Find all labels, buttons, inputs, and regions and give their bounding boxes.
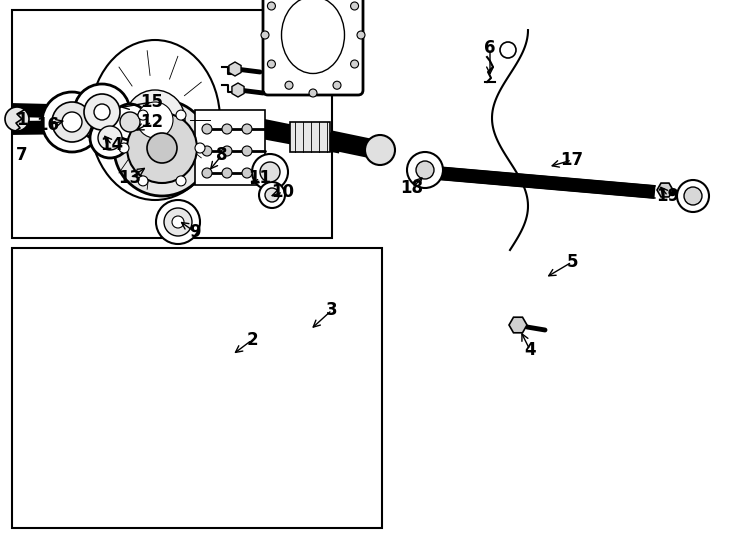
Circle shape bbox=[333, 81, 341, 89]
Circle shape bbox=[202, 146, 212, 156]
Text: 15: 15 bbox=[140, 93, 164, 111]
Circle shape bbox=[222, 168, 232, 178]
Circle shape bbox=[90, 118, 130, 158]
Text: 1: 1 bbox=[16, 111, 28, 129]
Circle shape bbox=[309, 89, 317, 97]
Text: 17: 17 bbox=[561, 151, 584, 169]
Text: 5: 5 bbox=[566, 253, 578, 271]
Circle shape bbox=[684, 187, 702, 205]
Text: 19: 19 bbox=[656, 187, 680, 205]
Circle shape bbox=[260, 162, 280, 182]
Circle shape bbox=[138, 176, 148, 186]
Circle shape bbox=[351, 60, 359, 68]
Text: 6: 6 bbox=[484, 39, 495, 57]
Circle shape bbox=[94, 104, 110, 120]
Circle shape bbox=[222, 124, 232, 134]
Text: 2: 2 bbox=[246, 331, 258, 349]
Circle shape bbox=[137, 102, 173, 138]
Circle shape bbox=[42, 92, 102, 152]
Circle shape bbox=[677, 180, 709, 212]
Circle shape bbox=[285, 81, 293, 89]
Bar bbox=[12, 10, 332, 238]
Circle shape bbox=[62, 112, 82, 132]
Text: 9: 9 bbox=[189, 223, 201, 241]
Circle shape bbox=[357, 31, 365, 39]
Text: 16: 16 bbox=[37, 116, 59, 134]
Text: 18: 18 bbox=[401, 179, 424, 197]
Circle shape bbox=[172, 216, 184, 228]
Text: 12: 12 bbox=[140, 113, 164, 131]
Circle shape bbox=[138, 110, 148, 120]
Circle shape bbox=[164, 208, 192, 236]
Circle shape bbox=[365, 135, 395, 165]
Circle shape bbox=[351, 2, 359, 10]
Circle shape bbox=[265, 188, 279, 202]
Circle shape bbox=[242, 168, 252, 178]
Text: 13: 13 bbox=[118, 169, 142, 187]
Text: 4: 4 bbox=[524, 341, 536, 359]
Circle shape bbox=[222, 146, 232, 156]
Circle shape bbox=[147, 133, 177, 163]
Text: 10: 10 bbox=[272, 183, 294, 201]
Circle shape bbox=[416, 161, 434, 179]
Circle shape bbox=[125, 90, 185, 150]
Bar bbox=[195, 110, 265, 185]
Circle shape bbox=[176, 176, 186, 186]
Circle shape bbox=[119, 143, 129, 153]
Bar bbox=[12, 248, 382, 528]
Circle shape bbox=[267, 2, 275, 10]
Circle shape bbox=[202, 124, 212, 134]
Circle shape bbox=[267, 60, 275, 68]
Circle shape bbox=[242, 146, 252, 156]
Circle shape bbox=[202, 168, 212, 178]
Circle shape bbox=[242, 124, 252, 134]
Circle shape bbox=[52, 102, 92, 142]
Circle shape bbox=[176, 110, 186, 120]
Circle shape bbox=[127, 113, 197, 183]
Circle shape bbox=[195, 143, 205, 153]
Bar bbox=[290, 122, 330, 152]
Circle shape bbox=[112, 104, 148, 140]
Circle shape bbox=[98, 126, 122, 150]
Circle shape bbox=[261, 31, 269, 39]
Circle shape bbox=[84, 94, 120, 130]
Circle shape bbox=[252, 154, 288, 190]
Text: 14: 14 bbox=[101, 136, 123, 154]
Circle shape bbox=[114, 100, 210, 196]
Circle shape bbox=[259, 182, 285, 208]
Text: 7: 7 bbox=[16, 146, 28, 164]
Circle shape bbox=[407, 152, 443, 188]
Circle shape bbox=[120, 112, 140, 132]
Ellipse shape bbox=[90, 40, 220, 200]
Circle shape bbox=[5, 107, 29, 131]
Circle shape bbox=[74, 84, 130, 140]
FancyBboxPatch shape bbox=[263, 0, 363, 95]
Circle shape bbox=[156, 200, 200, 244]
Text: 8: 8 bbox=[217, 146, 228, 164]
Text: 3: 3 bbox=[326, 301, 338, 319]
Text: 11: 11 bbox=[249, 169, 272, 187]
